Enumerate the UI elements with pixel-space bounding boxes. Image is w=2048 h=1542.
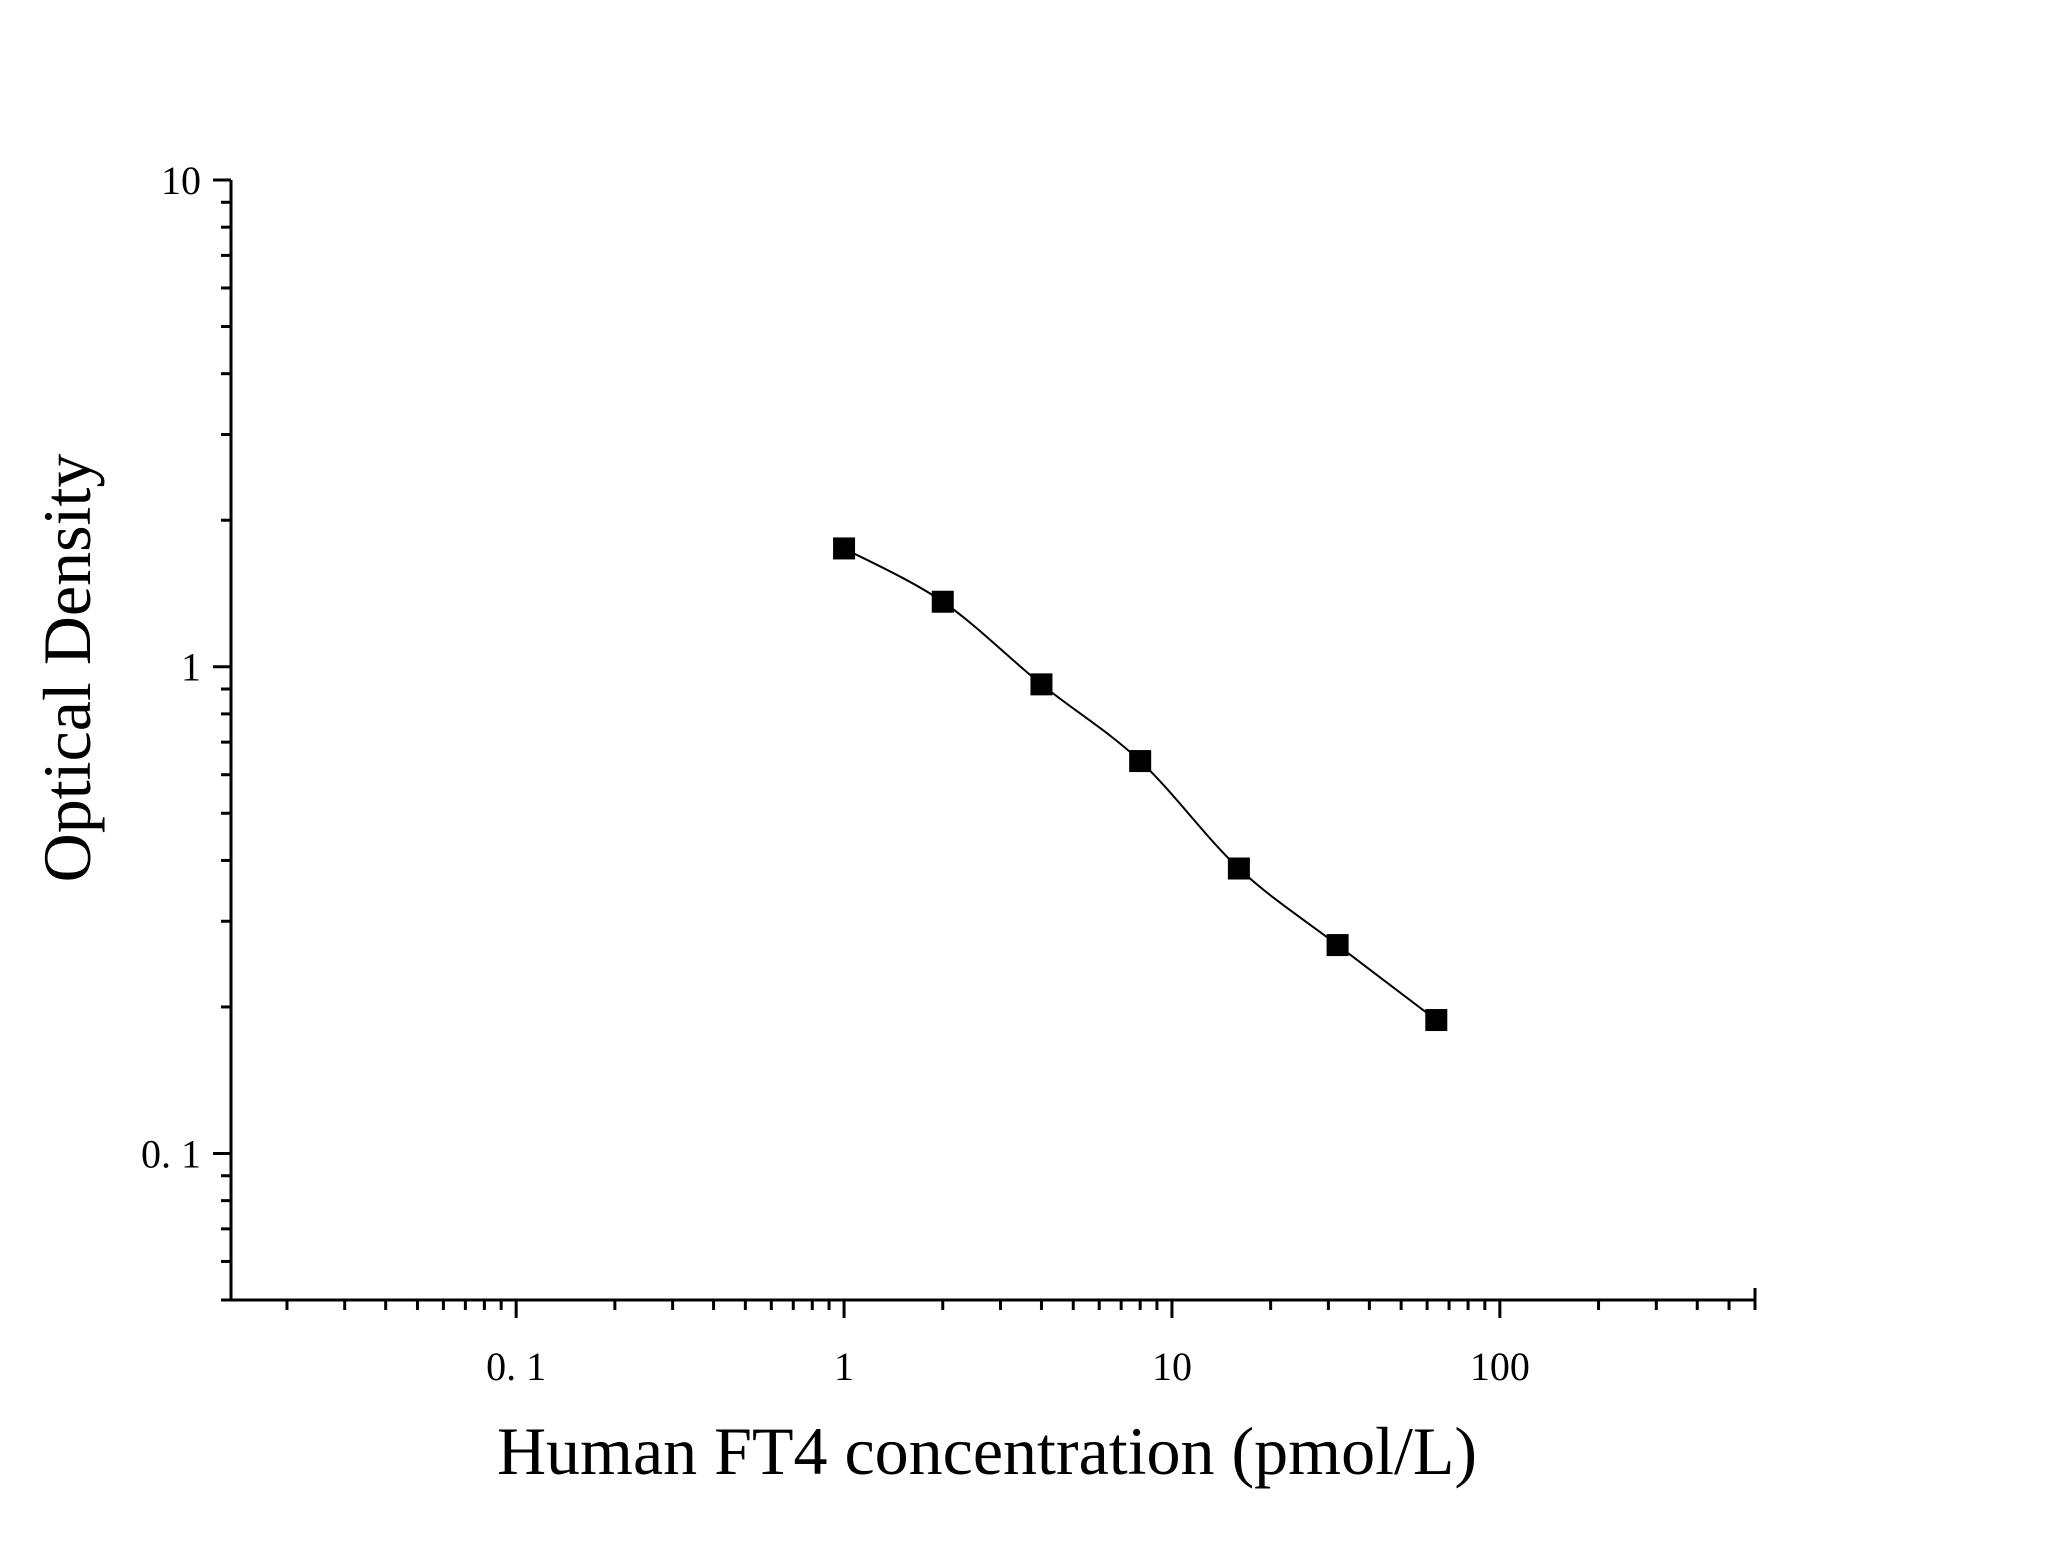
y-tick-label: 0. 1 <box>141 1131 201 1176</box>
data-point-marker <box>1030 673 1053 696</box>
y-axis-title: Optical Density <box>29 454 105 883</box>
axes <box>229 180 1757 1302</box>
data-point-marker <box>1227 857 1250 880</box>
data-point-marker <box>833 537 856 560</box>
axis-lines <box>229 180 1757 1302</box>
x-tick-label: 1 <box>834 1344 854 1389</box>
data-markers <box>833 537 1448 1032</box>
data-point-marker <box>1326 934 1349 957</box>
x-axis-title: Human FT4 concentration (pmol/L) <box>497 1413 1477 1489</box>
data-point-marker <box>1425 1009 1448 1032</box>
x-tick-label: 10 <box>1152 1344 1192 1389</box>
data-point-marker <box>931 590 954 613</box>
axis-ticks <box>213 178 1757 1318</box>
tick-labels: 0. 1 1 10 100 0. 1 1 10 <box>141 158 1530 1389</box>
x-tick-label: 0. 1 <box>486 1344 546 1389</box>
y-tick-label: 10 <box>161 158 201 203</box>
data-point-marker <box>1129 750 1152 773</box>
x-tick-label: 100 <box>1470 1344 1530 1389</box>
y-tick-label: 1 <box>181 645 201 690</box>
